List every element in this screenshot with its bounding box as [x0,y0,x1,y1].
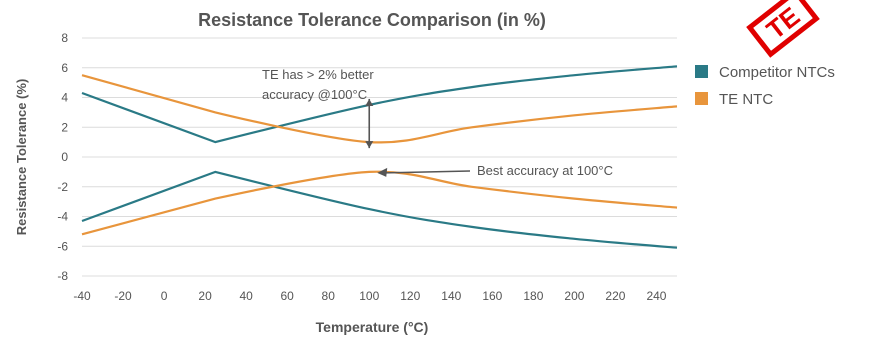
x-tick-label: 100 [359,289,379,303]
series-lines [81,65,678,249]
x-tick-label: 40 [239,289,253,303]
best-arrow-head [377,167,388,177]
annotations: TE has > 2% better accuracy @100°C Best ac… [262,67,613,178]
annotation-gap-text: TE has > 2% better [262,67,374,82]
legend-swatch [695,92,708,105]
x-tick-labels: -40 -20 0 20 40 60 80 100 120 140 160 180 200 220 240 [73,289,666,303]
x-tick-label: 120 [400,289,420,303]
x-tick-label: 0 [161,289,168,303]
y-tick-label: 6 [61,61,68,75]
series-line-competitor-upper [81,65,678,144]
y-tick-label: 2 [61,120,68,134]
x-tick-label: 80 [322,289,336,303]
x-tick-label: 60 [280,289,294,303]
annotation-gap-text: accuracy @100°C [262,87,367,102]
x-tick-label: 20 [198,289,212,303]
x-axis-label: Temperature (°C) [316,319,429,335]
chart-title: Resistance Tolerance Comparison (in %) [198,10,546,30]
x-tick-label: -20 [114,289,132,303]
y-tick-label: 8 [61,31,68,45]
te-logo-watermark: TE [746,0,820,58]
series-line-te-upper [81,74,678,144]
x-tick-label: 240 [646,289,666,303]
y-tick-label: -4 [57,210,68,224]
y-tick-label: -2 [57,180,68,194]
legend: Competitor NTCs TE NTC [695,64,835,108]
legend-label: TE NTC [719,91,773,108]
legend-label: Competitor NTCs [719,64,835,81]
x-tick-label: -40 [73,289,91,303]
y-tick-label: -8 [57,269,68,283]
x-tick-label: 220 [605,289,625,303]
y-tick-label: -6 [57,239,68,253]
x-tick-label: 180 [523,289,543,303]
x-tick-label: 160 [482,289,502,303]
y-tick-labels: -8 -6 -4 -2 0 2 4 6 8 [57,31,68,283]
y-axis-label: Resistance Tolerance (%) [14,79,29,236]
gap-arrow-head-up [365,98,374,106]
best-arrow-line [385,170,471,174]
grid [82,37,677,277]
x-tick-label: 140 [441,289,461,303]
gap-arrow-head-down [365,141,374,149]
series-line-competitor-lower [81,170,678,249]
legend-swatch [695,65,708,78]
annotation-best-text: Best accuracy at 100°C [477,163,613,178]
x-tick-label: 200 [564,289,584,303]
y-tick-label: 0 [61,150,68,164]
te-logo-text: TE [761,1,806,45]
series-line-te-lower [81,170,678,236]
y-tick-label: 4 [61,91,68,105]
